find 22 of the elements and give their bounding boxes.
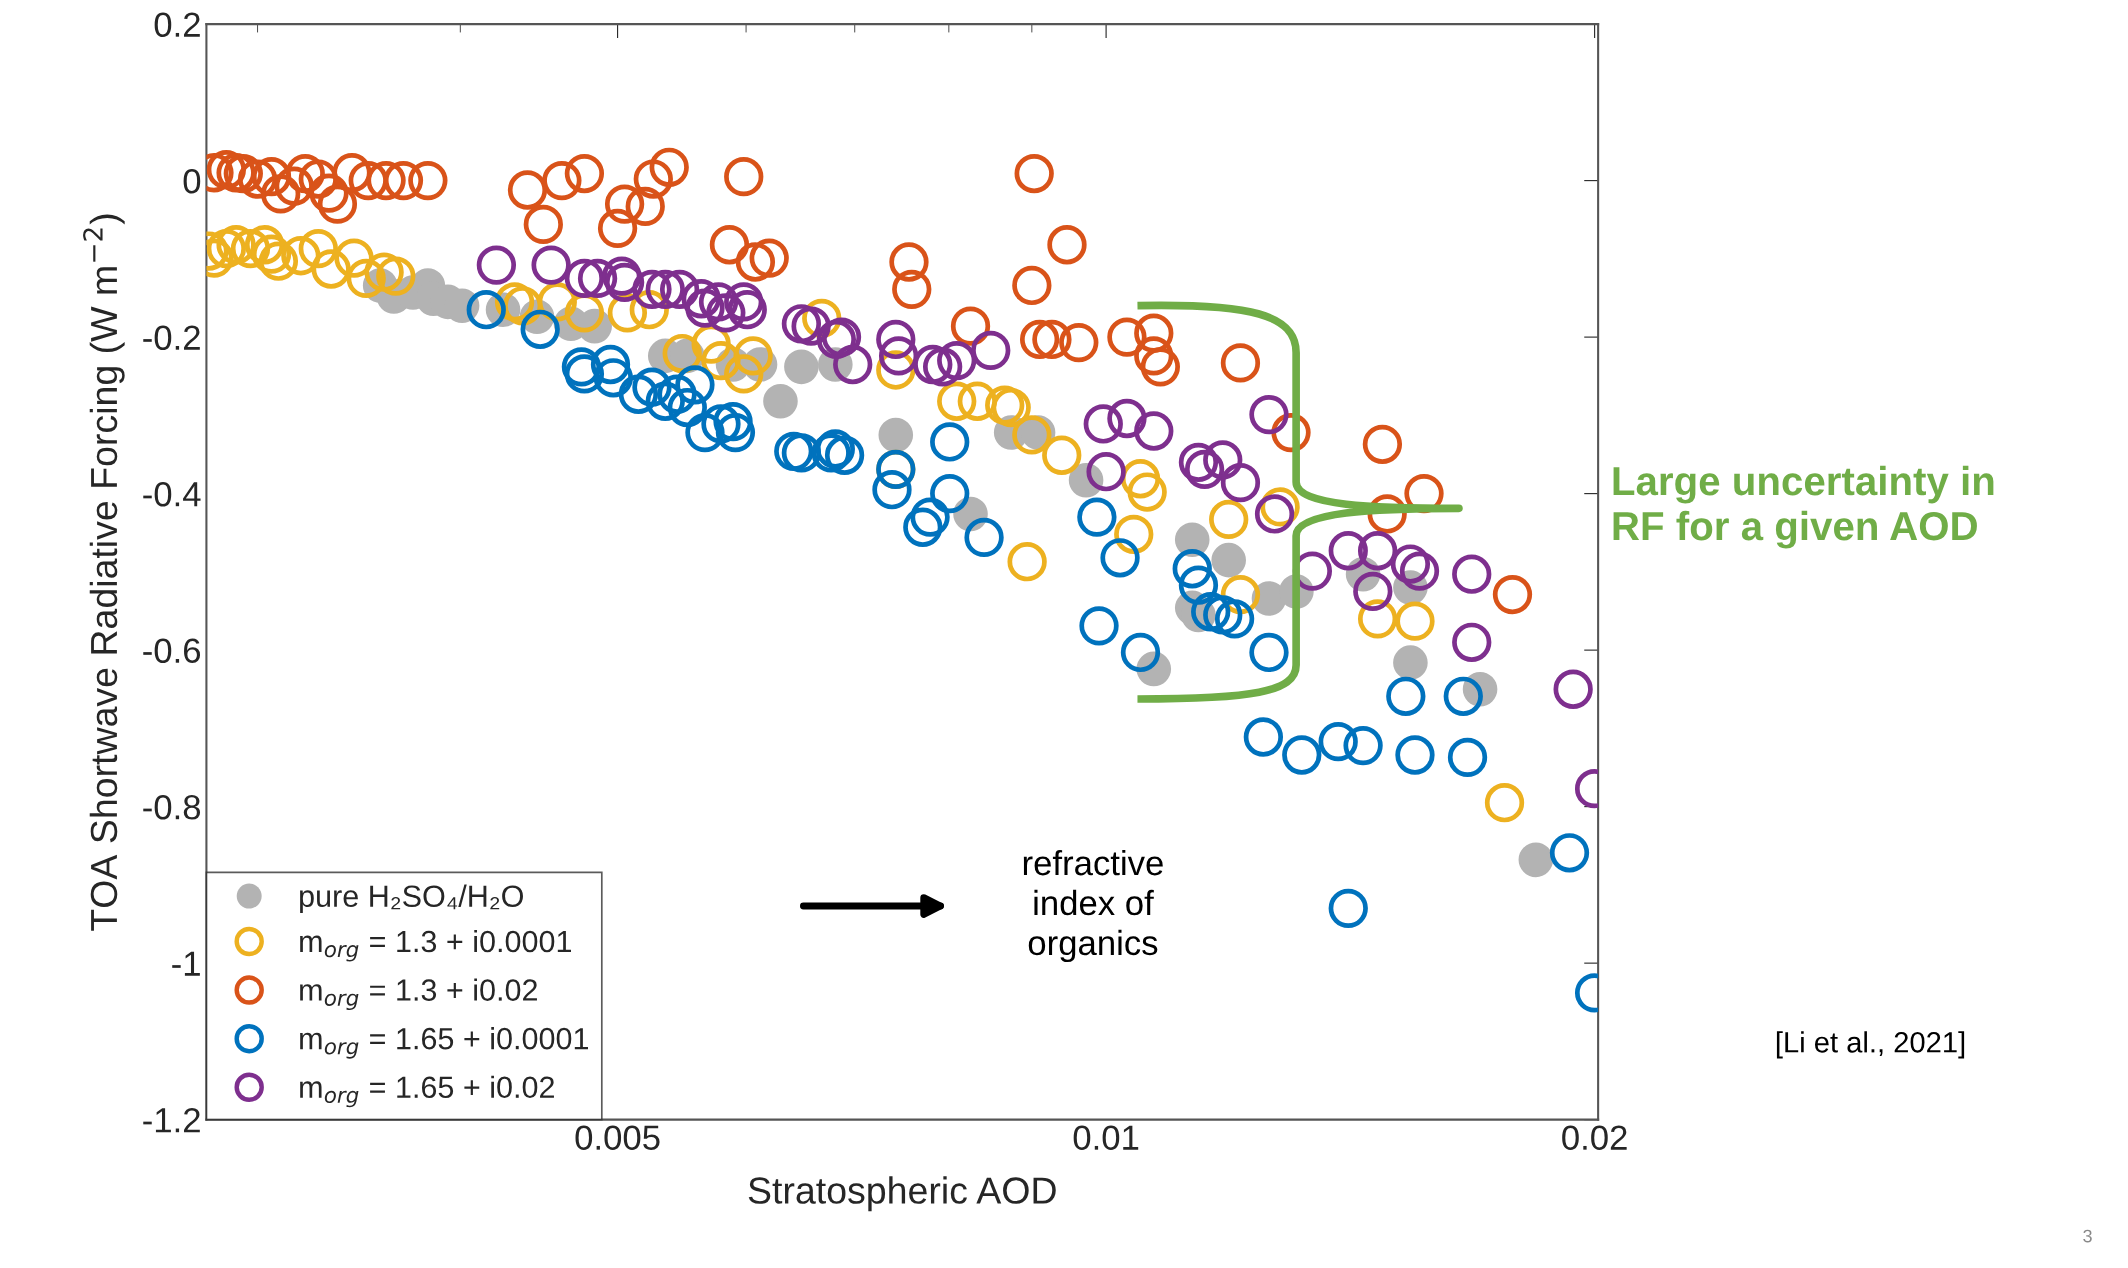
x-tick-label: 0.02 xyxy=(1562,1125,1627,1151)
legend-label: m$_{org}$ = 1.3 + i0.02 xyxy=(300,978,537,1011)
annotation: refractive index of organics xyxy=(1023,849,1163,963)
y-tick-label: -0.4 xyxy=(143,481,201,507)
y-tick-label: -0.8 xyxy=(143,794,201,820)
y-tick-label: -0.2 xyxy=(143,325,200,351)
y-tick-label: -1.2 xyxy=(143,1107,200,1133)
legend-label: m$_{org}$ = 1.65 + i0.0001 xyxy=(300,1027,588,1059)
y-tick-label: -1 xyxy=(172,951,200,976)
text: [Li et al., 2021] xyxy=(1776,1031,1965,1059)
y-tick-label: 0.2 xyxy=(154,12,200,38)
x-tick-label: 0.005 xyxy=(575,1125,660,1151)
y-tick-label: -0.6 xyxy=(143,638,201,664)
x-axis-title: Stratospheric AOD xyxy=(748,1176,1056,1212)
x-tick-label: 0.01 xyxy=(1073,1125,1139,1151)
legend-label: m$_{org}$ = 1.3 + i0.0001 xyxy=(300,929,571,962)
y-tick-label: 0 xyxy=(183,168,201,194)
text: 3 xyxy=(2083,1229,2092,1243)
text: Large uncertainty in RF for a given AOD xyxy=(1613,465,1994,549)
legend-label: pure H₂SO₄/H₂O xyxy=(300,884,523,914)
y-axis-title: TOA Shortwave Radiative Forcing (W m$^{−2}$) xyxy=(83,214,125,931)
legend-label: m$_{org}$ = 1.65 + i0.02 xyxy=(300,1075,554,1108)
